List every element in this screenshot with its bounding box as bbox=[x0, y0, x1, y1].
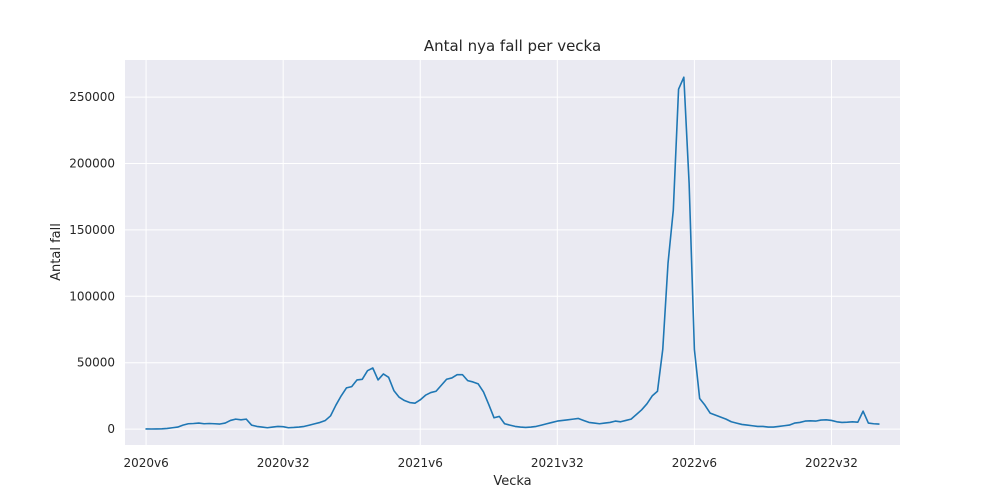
y-axis-label: Antal fall bbox=[49, 223, 64, 281]
plot-background bbox=[125, 60, 900, 445]
series-layer bbox=[145, 76, 880, 430]
x-tick-label: 2020v32 bbox=[257, 456, 310, 470]
x-tick-labels: 2020v6 2020v32 2021v6 2021v32 2022v6 2022v32 bbox=[123, 456, 857, 470]
x-gridlines bbox=[145, 60, 832, 445]
y-gridlines bbox=[125, 96, 900, 430]
x-tick-label: 2021v32 bbox=[531, 456, 584, 470]
chart-title: Antal nya fall per vecka bbox=[424, 37, 601, 55]
x-tick-label: 2022v6 bbox=[672, 456, 717, 470]
y-tick-label: 200000 bbox=[69, 157, 115, 171]
y-tick-label: 50000 bbox=[77, 356, 115, 370]
x-tick-label: 2021v6 bbox=[398, 456, 443, 470]
y-tick-label: 100000 bbox=[69, 289, 115, 303]
y-tick-labels: 0 50000 100000 150000 200000 250000 bbox=[69, 90, 115, 436]
y-tick-label: 150000 bbox=[69, 223, 115, 237]
y-tick-label: 0 bbox=[107, 422, 115, 436]
x-axis-label: Vecka bbox=[493, 474, 531, 489]
y-tick-label: 250000 bbox=[69, 90, 115, 104]
x-tick-label: 2022v32 bbox=[805, 456, 858, 470]
series-line bbox=[145, 76, 880, 430]
x-tick-label: 2020v6 bbox=[123, 456, 168, 470]
